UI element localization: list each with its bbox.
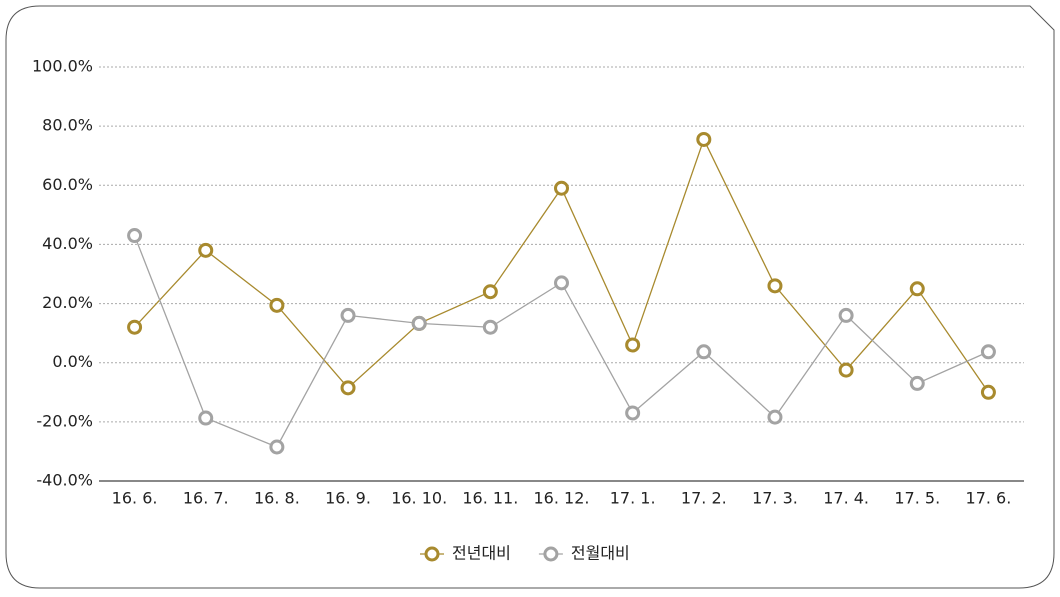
y-tick-label: -40.0%	[36, 471, 93, 490]
x-tick-label: 16. 12.	[534, 489, 590, 508]
point	[269, 297, 285, 313]
point	[625, 337, 641, 353]
x-tick-label: 16. 6.	[112, 489, 158, 508]
x-tick-label: 17. 5.	[894, 489, 940, 508]
x-tick-label: 17. 3.	[752, 489, 798, 508]
point	[838, 362, 854, 378]
series-line	[133, 235, 989, 448]
y-tick-label: 80.0%	[42, 116, 93, 135]
point	[838, 307, 854, 323]
x-tick-label: 16. 7.	[183, 489, 229, 508]
y-tick-label: 100.0%	[32, 57, 93, 76]
legend-label: 전월대비	[571, 544, 630, 563]
point	[411, 315, 427, 331]
point	[482, 319, 498, 335]
x-tick-label: 16. 10.	[391, 489, 447, 508]
legend-marker	[543, 546, 559, 562]
point	[340, 307, 356, 323]
point	[767, 278, 783, 294]
x-tick-label: 17. 2.	[681, 489, 727, 508]
point	[198, 410, 214, 426]
x-tick-label: 17. 4.	[823, 489, 869, 508]
legend-marker	[424, 546, 440, 562]
point	[482, 284, 498, 300]
frame	[5, 5, 1055, 589]
point	[696, 131, 712, 147]
point	[269, 439, 285, 455]
point	[980, 344, 996, 360]
y-tick-label: 60.0%	[42, 175, 93, 194]
point	[127, 228, 143, 244]
series-line	[134, 137, 989, 393]
point	[696, 344, 712, 360]
legend-label: 전년대비	[452, 544, 511, 563]
x-tick-label: 17. 1.	[610, 489, 656, 508]
y-tick-label: 20.0%	[42, 293, 93, 312]
point	[625, 405, 641, 421]
point	[340, 380, 356, 396]
point	[767, 409, 783, 425]
x-tick-label: 17. 6.	[966, 489, 1012, 508]
point	[198, 242, 214, 258]
point	[909, 281, 925, 297]
point	[980, 384, 996, 400]
point	[554, 275, 569, 291]
x-tick-label: 16. 9.	[325, 489, 371, 508]
y-tick-label: 0.0%	[52, 352, 93, 371]
point	[554, 180, 569, 196]
y-tick-label: 40.0%	[42, 234, 93, 253]
y-tick-label: -20.0%	[36, 411, 93, 430]
point	[127, 319, 143, 335]
x-tick-label: 16. 11.	[462, 489, 518, 508]
point	[909, 375, 925, 391]
x-tick-label: 16. 8.	[254, 489, 300, 508]
